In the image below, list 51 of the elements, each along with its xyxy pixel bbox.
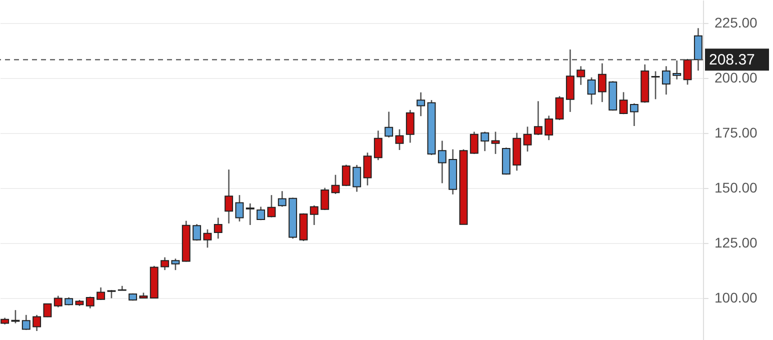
candlestick: [11, 309, 20, 324]
candlestick: [214, 217, 222, 240]
candlestick: [598, 62, 606, 103]
candlestick: [480, 131, 490, 152]
candlestick: [672, 60, 682, 80]
candlestick: [384, 111, 394, 138]
candlestick: [235, 194, 244, 222]
candlestick: [395, 128, 404, 151]
ref-line-label: 208.37: [709, 52, 755, 69]
candlestick: [651, 70, 660, 100]
candlestick: [331, 174, 340, 195]
candlestick: [523, 126, 532, 152]
candlestick: [352, 164, 362, 192]
candlestick: [587, 76, 596, 106]
candlestick: [32, 314, 42, 332]
candlestick: [491, 131, 500, 155]
candlestick: [267, 194, 276, 218]
candlestick: [374, 130, 382, 161]
candlestick: [555, 95, 564, 121]
candlestick: [192, 223, 202, 242]
candlestick: [86, 296, 94, 309]
y-tick-label: 125.00: [714, 234, 758, 251]
candlestick: [342, 164, 350, 187]
candlestick: [544, 115, 554, 141]
candlestick: [470, 131, 478, 155]
candlestick: [203, 228, 212, 248]
candlestick: [171, 258, 180, 271]
candlestick: [630, 102, 638, 127]
y-tick-label: 175.00: [714, 124, 758, 141]
candlestick: [96, 286, 106, 301]
candlestick: [54, 295, 62, 308]
candlestick: [363, 152, 372, 186]
candlestick: [310, 204, 318, 226]
candlestick: [576, 66, 586, 86]
candlestick: [278, 190, 286, 208]
y-tick-label: 150.00: [714, 180, 758, 196]
candlestick: [406, 109, 414, 144]
candlestick: [416, 92, 426, 117]
candlestick: [534, 100, 542, 136]
candlestick: [224, 168, 234, 224]
candlestick: [246, 202, 254, 226]
y-tick-label: 225.00: [714, 14, 758, 31]
candlestick: [320, 187, 330, 211]
candlestick: [256, 206, 266, 221]
y-tick-label: 100.00: [714, 289, 758, 306]
candlestick: [22, 314, 30, 331]
y-tick-label: 200.00: [714, 70, 758, 86]
candlestick: [619, 91, 628, 115]
candlestick: [160, 256, 170, 271]
candlestick: [438, 140, 446, 184]
candlestick: [662, 66, 670, 96]
